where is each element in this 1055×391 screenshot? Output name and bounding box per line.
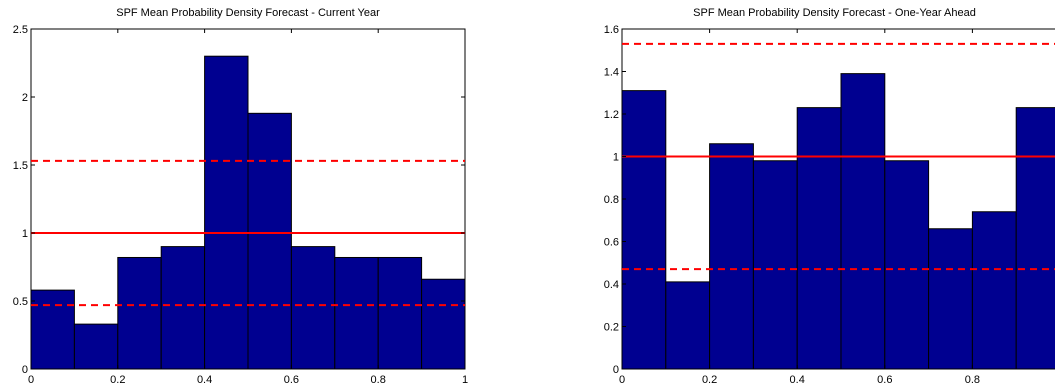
- x-tick-label: 1: [462, 374, 468, 386]
- histogram-bar: [377, 256, 423, 370]
- histogram-bar: [160, 246, 206, 370]
- x-tick-label: 0.6: [877, 374, 892, 386]
- y-tick-label: 1.6: [604, 24, 619, 36]
- histogram-bar: [30, 289, 75, 370]
- x-tick-label: 0.2: [110, 374, 125, 386]
- histogram-bar: [334, 256, 379, 370]
- y-tick-label: 0.2: [604, 322, 619, 334]
- chart-current-year: 0 0.2 0.4 0.6 0.8 1 0 0.5 1 1.5 2 2.5 SPF Mean Proba…: [13, 7, 468, 386]
- histogram-bar: [73, 323, 119, 370]
- x-tick-label: 0.2: [702, 374, 717, 386]
- histogram-bar: [1015, 107, 1055, 370]
- histogram-bar: [709, 143, 754, 370]
- y-tick-label: 1: [22, 228, 28, 240]
- y-tick-label: 2: [22, 92, 28, 104]
- x-tick-label: 0.6: [284, 374, 299, 386]
- histogram-bar: [204, 55, 249, 370]
- chart-title: SPF Mean Probability Density Forecast - …: [693, 7, 976, 19]
- histogram-bar: [796, 107, 842, 370]
- histogram-bar: [928, 228, 973, 370]
- y-tick-label: 0: [613, 364, 619, 376]
- x-tick-label: 0.8: [371, 374, 386, 386]
- histogram-bar: [971, 211, 1017, 370]
- y-tick-label: 1.2: [604, 109, 619, 121]
- histogram-bar: [665, 281, 711, 370]
- histogram-bar: [117, 256, 162, 370]
- x-tick-label: 0.4: [790, 374, 805, 386]
- chart-title: SPF Mean Probability Density Forecast - …: [116, 7, 380, 19]
- y-tick-label: 1.4: [604, 67, 619, 79]
- x-tick-label: 0.8: [965, 374, 980, 386]
- y-tick-label: 1: [613, 152, 619, 164]
- histogram-bar: [621, 90, 667, 370]
- y-tick-label: 0: [22, 364, 28, 376]
- histogram-bar: [421, 278, 466, 370]
- y-tick-label: 0.6: [604, 237, 619, 249]
- x-tick-label: 0: [619, 374, 625, 386]
- x-tick-label: 0.4: [197, 374, 212, 386]
- histogram-bar: [752, 160, 798, 370]
- x-tick-label: 0: [28, 374, 34, 386]
- y-tick-label: 1.5: [13, 160, 28, 172]
- histogram-bar: [290, 246, 336, 370]
- histogram-bar: [840, 73, 886, 370]
- y-tick-label: 0.8: [604, 194, 619, 206]
- y-tick-label: 2.5: [13, 24, 28, 36]
- histogram-bar: [884, 160, 930, 370]
- y-tick-label: 0.5: [13, 296, 28, 308]
- histogram-bar: [247, 112, 292, 370]
- chart-one-year-ahead: 00.20.40.60.8100.20.40.60.811.21.41.6SPF…: [604, 7, 1055, 386]
- y-tick-label: 0.4: [604, 279, 619, 291]
